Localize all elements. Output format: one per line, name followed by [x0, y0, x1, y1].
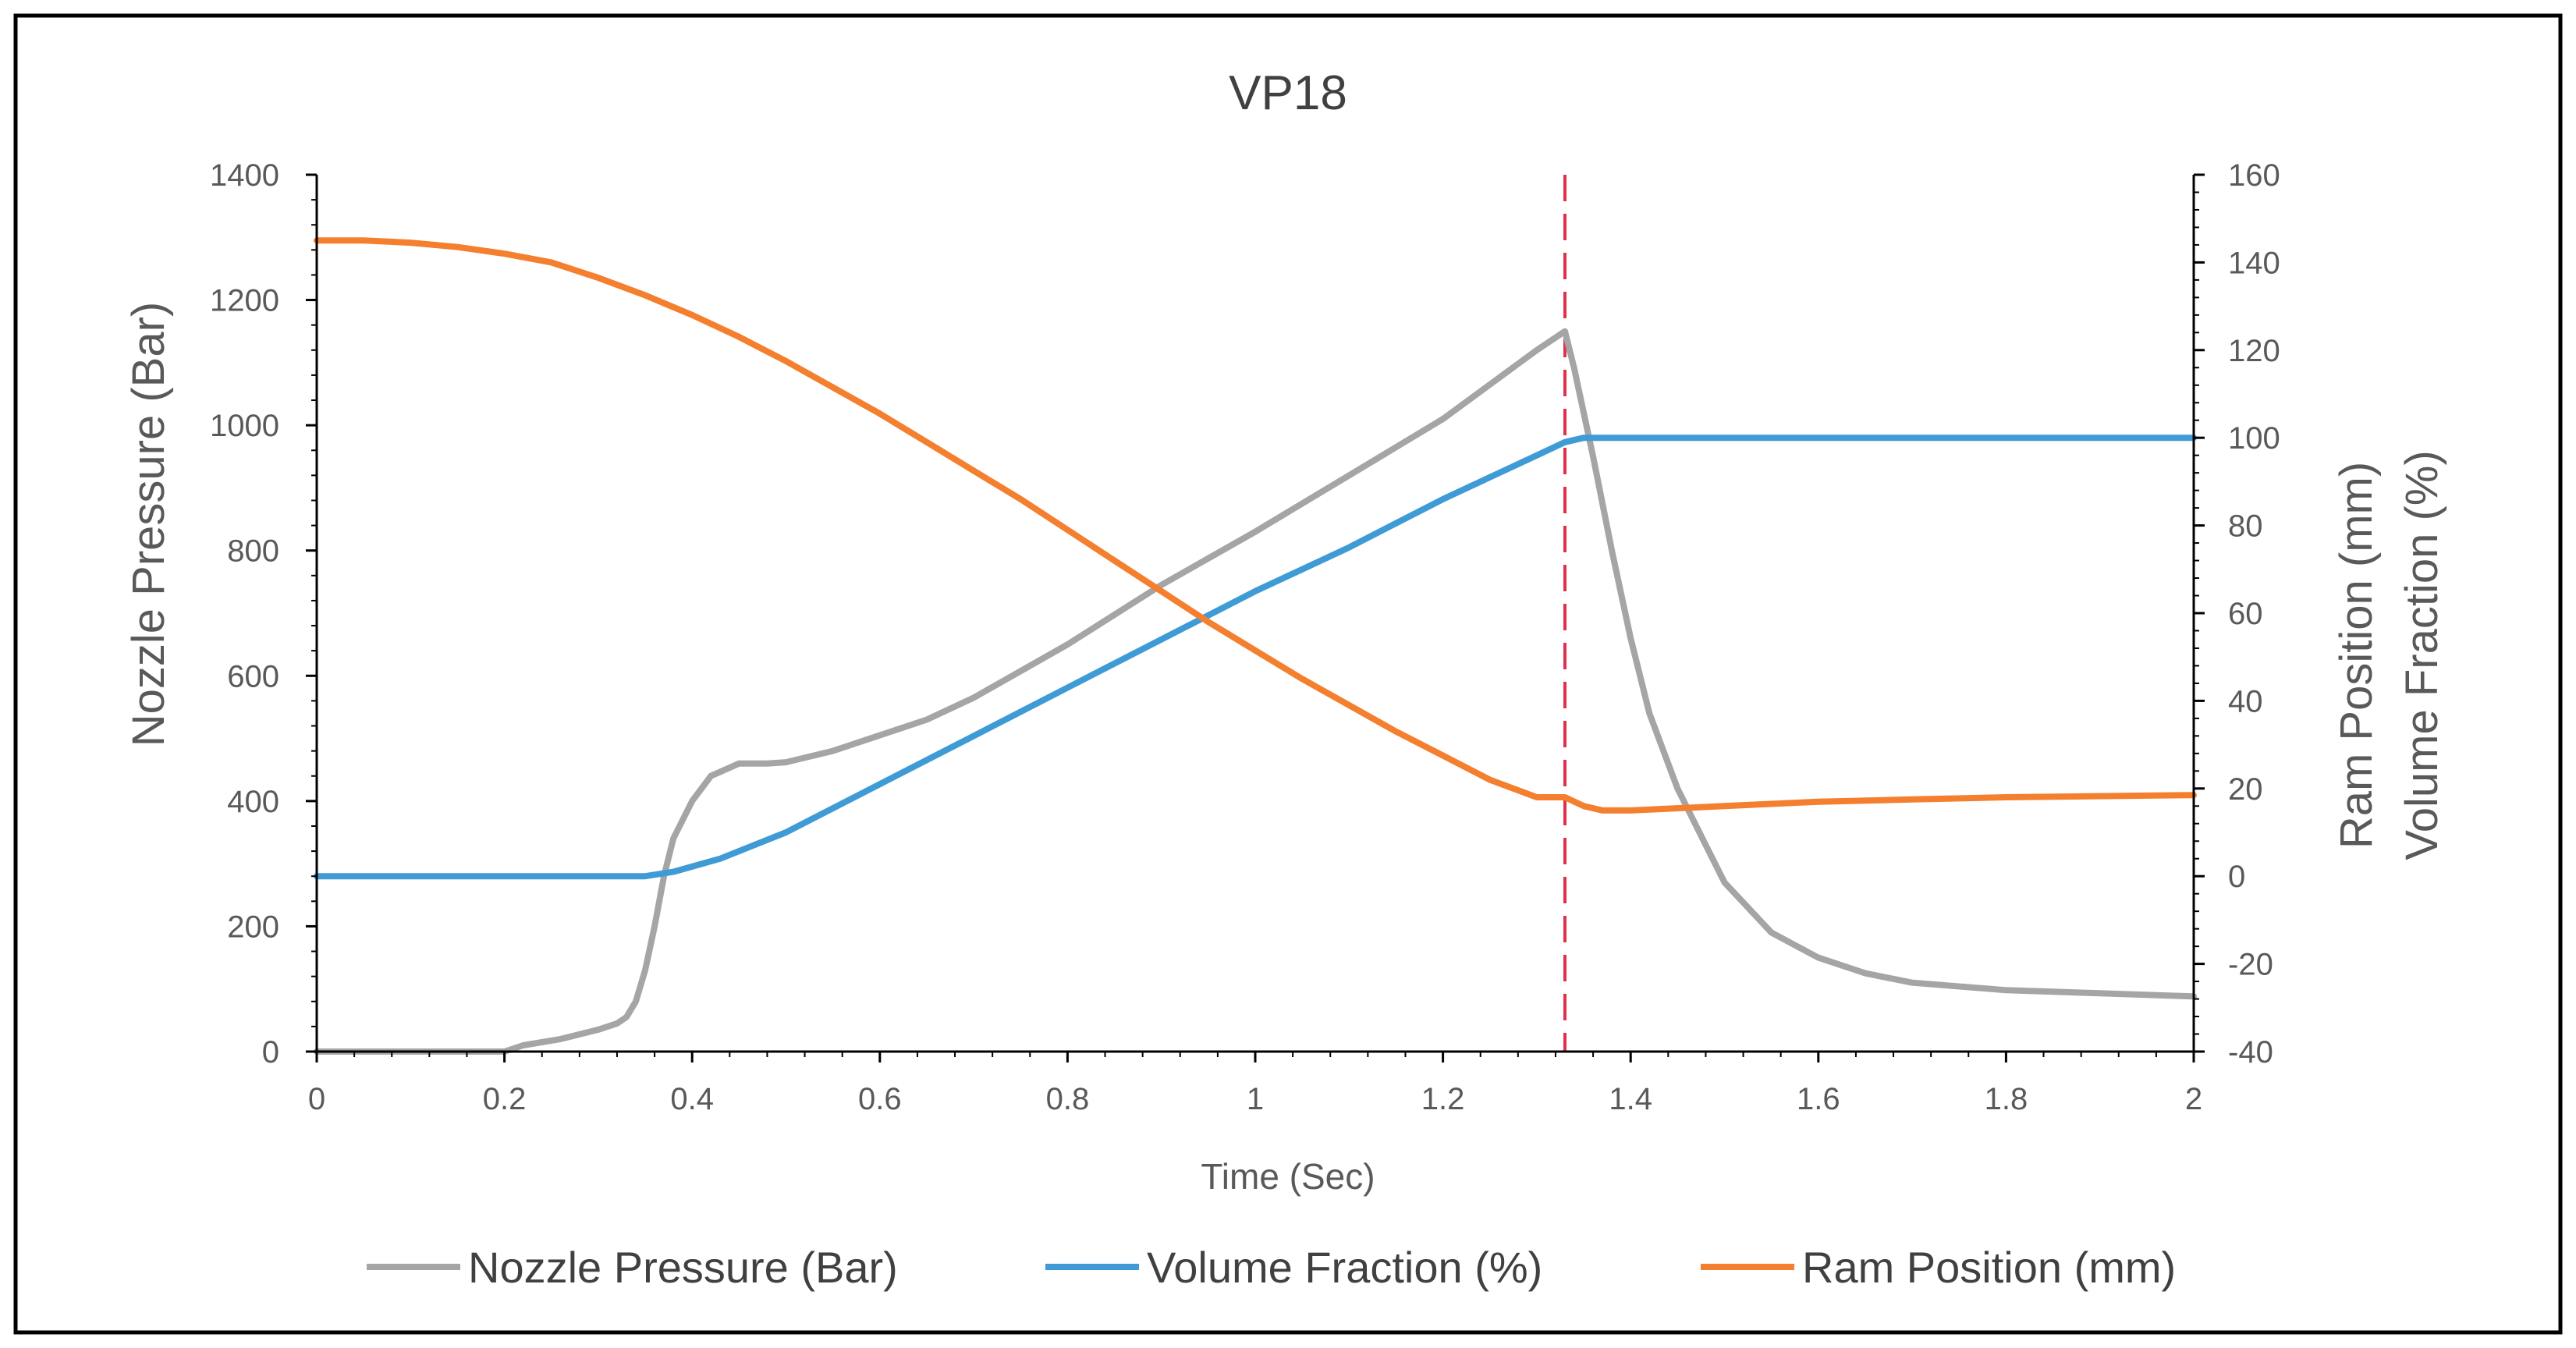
chart-frame [13, 13, 2563, 1335]
y2-tick-label: -20 [2228, 948, 2273, 982]
y2-tick-label: 20 [2228, 772, 2263, 807]
y2-tick-label: 0 [2228, 860, 2245, 894]
y-tick-label: 1400 [210, 158, 279, 193]
y2-tick-label: -40 [2228, 1035, 2273, 1070]
legend-label-volume-fraction: Volume Fraction (%) [1147, 1243, 1542, 1292]
y2-axis-title-line-2: Volume Fraction (%) [2397, 450, 2447, 860]
x-tick-label: 1.4 [1609, 1082, 1652, 1116]
legend-item-volume-fraction: Volume Fraction (%) [1045, 1243, 1542, 1292]
chart-title: VP18 [1229, 66, 1347, 120]
legend-label-ram-position: Ram Position (mm) [1802, 1243, 2176, 1292]
series-line-volume-fraction [314, 435, 2197, 880]
x-tick-label: 1.6 [1797, 1082, 1840, 1116]
x-tick-label: 2 [2185, 1082, 2202, 1116]
x-tick-label: 0.8 [1046, 1082, 1090, 1116]
y2-tick-label: 140 [2228, 246, 2280, 280]
series-layer [314, 237, 2197, 1055]
x-tick-label: 0 [308, 1082, 325, 1116]
legend-item-nozzle-pressure: Nozzle Pressure (Bar) [367, 1243, 898, 1292]
y-tick-label: 800 [227, 534, 279, 569]
legend: Nozzle Pressure (Bar) Volume Fraction (%… [367, 1243, 2176, 1292]
y2-tick-label: 80 [2228, 509, 2263, 544]
y2-tick-label: 100 [2228, 421, 2280, 456]
series-line-ram-position [314, 237, 2197, 814]
y-axis-title: Nozzle Pressure (Bar) [123, 302, 174, 747]
legend-label-nozzle-pressure: Nozzle Pressure (Bar) [468, 1243, 898, 1292]
y-tick-label: 1200 [210, 284, 279, 318]
x-axis-title: Time (Sec) [1201, 1156, 1375, 1197]
y2-tick-label: 40 [2228, 684, 2263, 718]
x-tick-label: 1 [1247, 1082, 1264, 1116]
x-tick-label: 1.8 [1985, 1082, 2028, 1116]
y-tick-label: 0 [262, 1035, 279, 1070]
y2-tick-label: 120 [2228, 334, 2280, 368]
y-tick-label: 400 [227, 785, 279, 819]
x-tick-label: 1.2 [1421, 1082, 1465, 1116]
x-tick-label: 0.4 [670, 1082, 714, 1116]
y2-axis-title-line-1: Ram Position (mm) [2331, 462, 2382, 849]
x-tick-label: 0.6 [858, 1082, 902, 1116]
series-line-nozzle-pressure [314, 328, 2197, 1055]
y-tick-label: 200 [227, 910, 279, 944]
y-tick-label: 600 [227, 659, 279, 694]
axes-layer: 0200400600800100012001400-40-20020406080… [210, 158, 2280, 1116]
legend-item-ram-position: Ram Position (mm) [1701, 1243, 2176, 1292]
y-tick-label: 1000 [210, 409, 279, 443]
x-tick-label: 0.2 [483, 1082, 527, 1116]
y2-tick-label: 60 [2228, 597, 2263, 631]
y2-tick-label: 160 [2228, 158, 2280, 193]
